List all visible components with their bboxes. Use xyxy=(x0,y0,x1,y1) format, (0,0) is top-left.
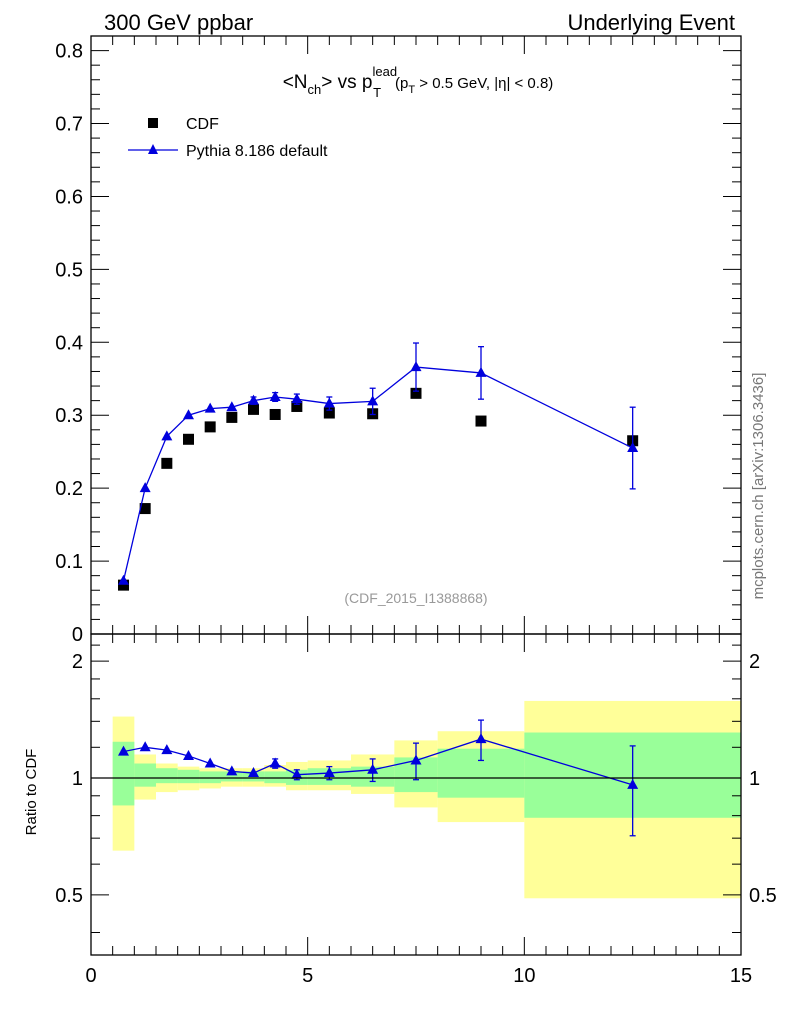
ratio-pythia-point xyxy=(367,763,379,774)
pythia-data-point xyxy=(118,574,129,585)
cdf-data-point xyxy=(248,403,259,415)
ratio-pythia-point xyxy=(161,744,173,755)
ratio-pythia-point xyxy=(118,745,129,756)
ratio-y-tick-label-right: 2 xyxy=(749,651,760,673)
ratio-y-tick-label: 2 xyxy=(72,651,83,673)
ratio-plot: 0.5 0.5 1 1 2 2 0 5 10 15 xyxy=(55,633,777,987)
ratio-y-tick-label-right: 0.5 xyxy=(749,885,777,907)
pythia-line xyxy=(122,366,633,581)
cdf-data-point xyxy=(291,400,303,412)
x-tick-label: 10 xyxy=(513,965,535,987)
legend-cdf-marker xyxy=(148,118,158,128)
source-label: mcplots.cern.ch [arXiv:1306.3436] xyxy=(750,373,767,600)
ratio-pythia-point xyxy=(627,778,639,789)
uncertainty-band-green xyxy=(221,771,243,782)
cdf-data-point xyxy=(161,457,173,469)
pythia-data-point xyxy=(291,393,303,404)
main-y-tick-label: 0.4 xyxy=(55,332,83,354)
ratio-pythia-point xyxy=(183,749,194,760)
ratio-y-axis-label: Ratio to CDF xyxy=(23,749,40,836)
ratio-plot-axes: 0.5 0.5 1 1 2 2 0 5 10 15 xyxy=(55,633,777,987)
ratio-y-tick-label: 0.5 xyxy=(55,885,83,907)
pythia-data-point xyxy=(410,361,422,372)
main-y-tick-label: 0.7 xyxy=(55,114,83,136)
uncertainty-band-green xyxy=(264,771,286,784)
pythia-data-point xyxy=(139,482,151,493)
cdf-data-point xyxy=(226,411,238,423)
legend-pythia-marker xyxy=(148,144,158,154)
ratio-pythia-point xyxy=(323,767,335,778)
main-y-tick-label: 0.6 xyxy=(55,186,83,208)
ratio-pythia-point xyxy=(475,733,487,744)
main-y-tick-label: 0.5 xyxy=(55,259,83,281)
x-tick-label: 15 xyxy=(730,965,752,987)
pythia-data-point xyxy=(161,430,173,441)
cdf-data-point xyxy=(410,387,422,399)
header-right: Underlying Event xyxy=(567,10,735,35)
uncertainty-band-green xyxy=(199,771,221,784)
cdf-data-point xyxy=(183,433,194,445)
pythia-data-point xyxy=(269,390,281,401)
cdf-data-point xyxy=(139,503,151,515)
uncertainty-band-green xyxy=(156,768,178,784)
uncertainty-band-green xyxy=(134,763,156,787)
pythia-data-point xyxy=(475,366,487,377)
main-plot: 0 0.1 0.2 0.3 0.4 0.5 0.6 0.7 0.8 xyxy=(55,35,742,646)
pythia-data-point xyxy=(248,394,259,405)
pythia-data-point xyxy=(627,442,639,453)
main-y-tick-label: 0 xyxy=(72,624,83,646)
ratio-pythia-point xyxy=(291,768,303,779)
analysis-watermark: (CDF_2015_I1388868) xyxy=(344,590,487,606)
pythia-data-point xyxy=(367,395,379,406)
pythia-data-point xyxy=(323,397,335,408)
cdf-data-point xyxy=(118,579,129,591)
ratio-pythia-point xyxy=(204,757,216,768)
uncertainty-band-green xyxy=(112,741,135,806)
main-plot-axes: 0 0.1 0.2 0.3 0.4 0.5 0.6 0.7 0.8 xyxy=(55,35,742,646)
cdf-data-point xyxy=(204,421,216,433)
pythia-data-point xyxy=(204,402,216,413)
main-y-tick-label: 0.3 xyxy=(55,405,83,427)
cdf-data-point xyxy=(323,407,335,419)
ratio-pythia-point xyxy=(248,767,259,778)
uncertainty-band-green xyxy=(177,769,200,784)
pythia-data-point xyxy=(183,409,194,420)
cdf-data-point xyxy=(475,415,487,427)
legend-pythia-label: Pythia 8.186 default xyxy=(186,143,328,160)
ratio-pythia-point xyxy=(139,741,151,752)
x-tick-label: 5 xyxy=(302,965,313,987)
pythia-data-point xyxy=(226,401,238,412)
ratio-pythia-point xyxy=(226,765,238,776)
ratio-y-tick-label: 1 xyxy=(72,768,83,790)
main-y-tick-label: 0.2 xyxy=(55,478,83,500)
cdf-data-point xyxy=(269,408,281,420)
legend-cdf-label: CDF xyxy=(186,116,219,133)
header-left: 300 GeV ppbar xyxy=(104,10,253,35)
main-y-tick-label: 0.8 xyxy=(55,41,83,63)
main-y-tick-label: 0.1 xyxy=(55,551,83,573)
ratio-y-tick-label-right: 1 xyxy=(749,768,760,790)
legend: CDF Pythia 8.186 default xyxy=(128,116,328,160)
main-plot-marks xyxy=(118,342,639,591)
ratio-pythia-point xyxy=(269,757,281,768)
ratio-plot-layer xyxy=(112,700,741,899)
x-tick-label: 0 xyxy=(85,965,96,987)
ratio-pythia-point xyxy=(410,754,422,765)
plot-title: <Nch> vs plead T(pT > 0.5 GeV, |η| < 0.8) xyxy=(283,64,554,100)
